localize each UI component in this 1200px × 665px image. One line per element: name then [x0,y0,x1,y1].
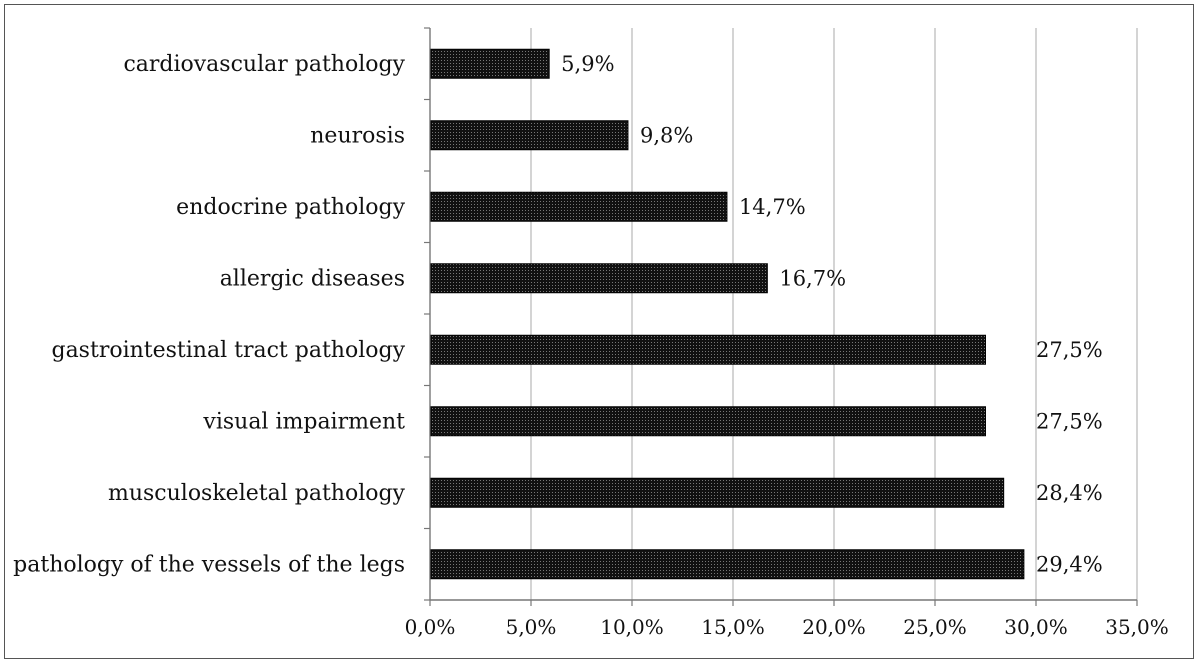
labels: 0,0% 5,0% 10,0% 15,0% 20,0% 25,0% 30,0% 35,0% ca… [13,52,1169,639]
bar [430,549,1025,580]
bar [430,191,728,222]
bar [430,477,1005,508]
x-tick-label: 25,0% [903,615,967,639]
bar [430,406,986,437]
data-label: 27,5% [1036,338,1103,362]
bar [430,48,550,79]
category-label: gastrointestinal tract pathology [51,338,405,363]
x-tick-label: 10,0% [600,615,664,639]
data-label: 28,4% [1036,481,1103,505]
category-label: neurosis [310,123,405,148]
bars [430,48,1025,580]
category-label: pathology of the vessels of the legs [13,552,405,577]
bar [430,263,768,294]
category-label: allergic diseases [220,266,405,291]
x-tick-label: 5,0% [506,615,557,639]
data-label: 9,8% [640,123,693,147]
category-label: visual impairment [202,409,405,434]
x-tick-label: 35,0% [1105,615,1169,639]
category-label: musculoskeletal pathology [108,481,406,506]
gridlines [530,28,1138,600]
data-label: 27,5% [1036,409,1103,433]
x-tick-label: 30,0% [1004,615,1068,639]
x-tick-label: 20,0% [802,615,866,639]
category-label: endocrine pathology [176,195,405,220]
data-label: 29,4% [1036,552,1103,576]
axes [424,27,1138,606]
bar [430,334,986,365]
data-label: 5,9% [561,52,614,76]
bar [430,120,629,151]
data-label: 16,7% [779,266,846,290]
x-tick-label: 15,0% [701,615,765,639]
data-label: 14,7% [739,195,806,219]
category-label: cardiovascular pathology [123,52,405,77]
x-tick-label: 0,0% [405,615,456,639]
